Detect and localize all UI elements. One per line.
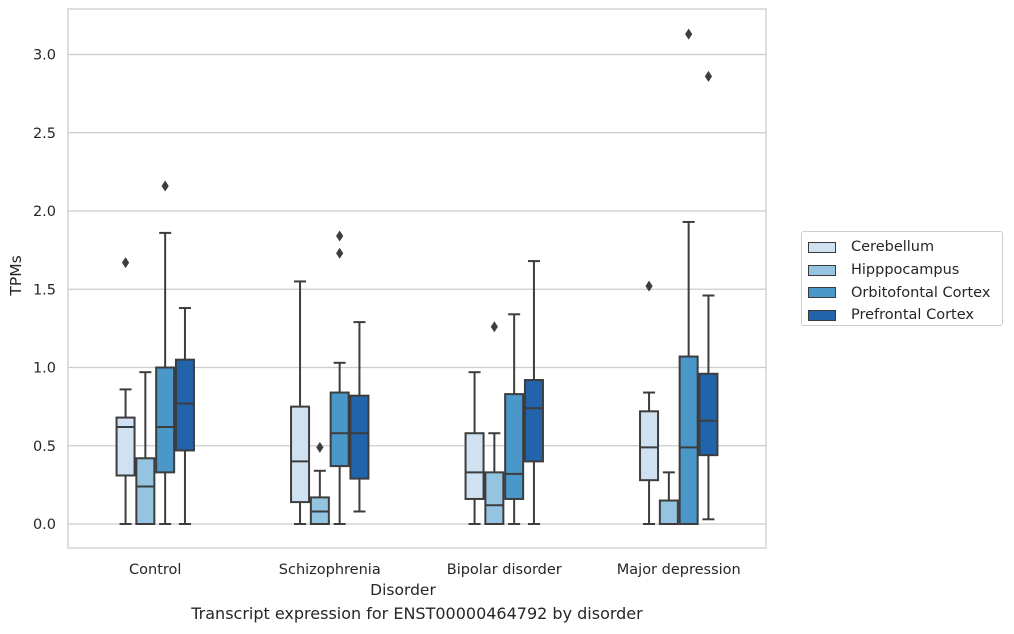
y-axis-label: TPMs <box>7 255 25 296</box>
x-tick-label: Bipolar disorder <box>447 562 562 578</box>
y-tick-label: 1.5 <box>33 282 56 298</box>
box-prefrontal-cortex <box>349 321 370 513</box>
plot-frame <box>67 8 767 549</box>
iqr-box <box>329 391 350 468</box>
legend-swatch <box>808 309 836 321</box>
x-tick-label: Major depression <box>617 562 741 578</box>
outlier-point <box>336 230 344 242</box>
iqr-box <box>349 394 370 480</box>
y-tick-label: 1.0 <box>33 361 56 377</box>
outlier-point <box>704 70 713 82</box>
legend-swatch <box>808 287 836 299</box>
outlier-point <box>316 441 324 453</box>
outlier-point <box>490 321 498 333</box>
box-hipppocampus <box>309 441 330 525</box>
x-axis-label: Disorder <box>370 581 436 599</box>
outlier-point <box>121 257 130 269</box>
legend-swatch <box>808 241 836 253</box>
box-cerebellum <box>290 280 311 525</box>
outlier-point <box>161 180 169 192</box>
legend-item: Hipppocampus <box>808 259 1002 282</box>
box-orbitofontal-cortex <box>504 313 525 525</box>
legend-label: Hipppocampus <box>851 262 960 279</box>
iqr-box <box>658 499 679 525</box>
box-prefrontal-cortex <box>523 260 544 525</box>
box-hipppocampus <box>484 321 505 526</box>
iqr-box <box>504 393 525 500</box>
iqr-box <box>484 471 505 526</box>
box-cerebellum <box>115 257 136 525</box>
iqr-box <box>290 405 311 504</box>
iqr-box <box>174 358 195 452</box>
box-orbitofontal-cortex <box>155 180 176 525</box>
box-hipppocampus <box>135 371 156 525</box>
box-orbitofontal-cortex <box>678 28 699 526</box>
iqr-box <box>115 416 136 477</box>
outlier-point <box>645 280 653 292</box>
y-tick-label: 3.0 <box>33 48 56 64</box>
legend-label: Prefrontal Cortex <box>851 307 974 324</box>
outlier-point <box>336 247 344 259</box>
iqr-box <box>523 379 544 463</box>
iqr-box <box>678 355 699 526</box>
box-cerebellum <box>464 371 485 525</box>
y-tick-label: 0.5 <box>33 439 56 455</box>
box-prefrontal-cortex <box>174 307 195 525</box>
legend-item: Prefrontal Cortex <box>808 304 1002 327</box>
legend-label: Orbitofontal Cortex <box>851 284 991 301</box>
box-orbitofontal-cortex <box>329 230 350 525</box>
iqr-box <box>639 410 660 482</box>
legend-item: Orbitofontal Cortex <box>808 281 1002 304</box>
iqr-box <box>698 372 719 457</box>
box-prefrontal-cortex <box>698 70 719 521</box>
outlier-point <box>685 28 693 40</box>
legend-item: Cerebellum <box>808 236 1002 259</box>
x-tick-label: Schizophrenia <box>279 562 381 578</box>
iqr-box <box>464 432 485 500</box>
y-tick-label: 0.0 <box>33 517 56 533</box>
legend-label: Cerebellum <box>851 239 935 256</box>
y-tick-label: 2.0 <box>33 204 56 220</box>
box-hipppocampus <box>658 471 679 525</box>
box-cerebellum <box>639 280 660 525</box>
legend: Cerebellum Hipppocampus Orbitofontal Corte… <box>801 231 1003 326</box>
legend-swatch <box>808 264 836 276</box>
axis-ticks: 0.0 0.5 1.0 1.5 2.0 2.5 3.0 Control Schizophreni… <box>33 48 741 579</box>
iqr-box <box>135 457 156 525</box>
chart-caption: Transcript expression for ENST0000046479… <box>191 604 643 623</box>
iqr-box <box>155 366 176 474</box>
x-tick-label: Control <box>129 562 181 578</box>
y-tick-label: 2.5 <box>33 126 56 142</box>
box-plot-marks <box>115 28 719 526</box>
